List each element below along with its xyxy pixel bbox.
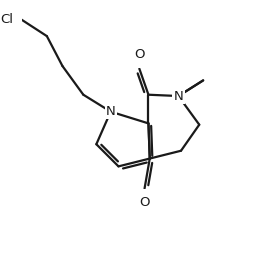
Text: N: N xyxy=(174,90,183,103)
Bar xyxy=(140,189,149,204)
Bar xyxy=(4,12,22,26)
Bar xyxy=(172,89,184,103)
Text: N: N xyxy=(106,105,116,118)
Bar xyxy=(135,54,144,68)
Bar xyxy=(172,88,185,104)
Text: N: N xyxy=(174,90,183,103)
Text: O: O xyxy=(134,48,145,61)
Bar xyxy=(105,104,116,119)
Text: O: O xyxy=(139,196,150,209)
Text: Cl: Cl xyxy=(0,13,13,26)
